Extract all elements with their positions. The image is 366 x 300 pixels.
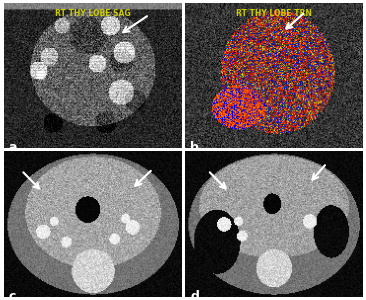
Text: RT THY LOBE TRN: RT THY LOBE TRN	[236, 9, 311, 18]
Text: RT THY LOBE SAG: RT THY LOBE SAG	[55, 9, 130, 18]
Text: d: d	[190, 290, 199, 300]
Text: b: b	[190, 141, 199, 154]
Text: a: a	[9, 141, 18, 154]
Text: c: c	[9, 290, 16, 300]
